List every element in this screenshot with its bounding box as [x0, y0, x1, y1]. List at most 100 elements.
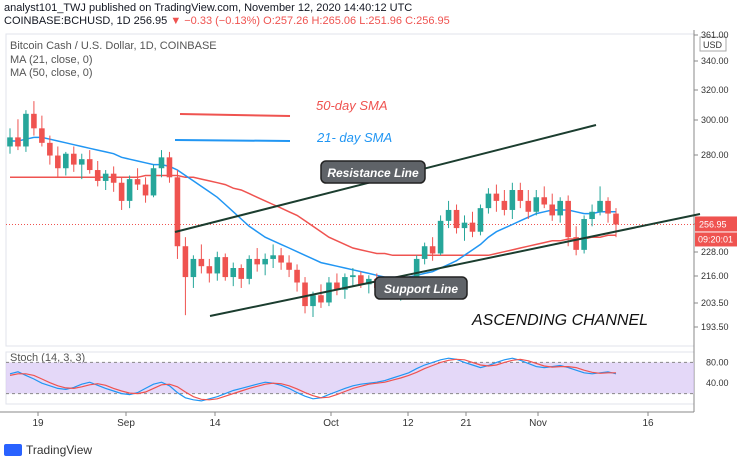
- candle-body: [63, 153, 69, 169]
- candle-body: [366, 278, 372, 285]
- candle-body: [118, 182, 125, 201]
- candle-body: [262, 258, 268, 265]
- last-price-tag: [695, 216, 737, 232]
- price-tick-label: 320.00: [701, 85, 729, 95]
- candle-body: [190, 258, 197, 278]
- candle-body: [445, 209, 452, 221]
- candle-body: [421, 246, 428, 259]
- candle-body: [222, 257, 229, 278]
- candle-body: [429, 246, 436, 254]
- candle-body: [286, 262, 292, 270]
- candle-body: [342, 277, 348, 290]
- support-line: [209, 213, 701, 317]
- candle-body: [413, 258, 420, 283]
- last-price: 256.95: [133, 15, 168, 27]
- candle-body: [166, 157, 173, 178]
- time-tick-label: 16: [642, 418, 654, 429]
- time-tick-label: 14: [209, 418, 221, 429]
- price-tick-label: 228.00: [701, 247, 729, 257]
- candle-body: [541, 197, 548, 205]
- candle-body: [573, 237, 579, 250]
- price-change: ▼ −0.33 (−0.13%): [170, 15, 261, 27]
- candle-body: [134, 179, 141, 185]
- candle-body: [94, 170, 101, 181]
- stoch-tick-label: 80.00: [706, 357, 729, 367]
- candle-body: [517, 190, 524, 201]
- candle-body: [501, 200, 508, 210]
- candle-body: [358, 275, 364, 285]
- publisher-line: analyst101_TWJ published on TradingView.…: [4, 2, 412, 14]
- candle-body: [246, 258, 252, 279]
- candle-body: [461, 222, 468, 229]
- candle-body: [142, 184, 149, 196]
- candle-body: [549, 204, 556, 216]
- candle-body: [206, 266, 213, 274]
- candle-body: [158, 157, 165, 169]
- tradingview-label: TradingView: [26, 443, 93, 457]
- candle-body: [581, 219, 587, 250]
- candle-body: [238, 268, 245, 279]
- usd-unit-box: [699, 36, 727, 52]
- candle-body: [150, 168, 157, 196]
- candle-body: [47, 142, 53, 156]
- publisher-text: analyst101_TWJ published on TradingView.…: [4, 2, 413, 14]
- symbol-line: COINBASE:BCHUSD, 1D 256.95 ▼ −0.33 (−0.1…: [4, 15, 450, 27]
- price-tick-label: 203.50: [701, 298, 729, 308]
- candle-body: [302, 282, 308, 307]
- price-tick-label: 216.00: [701, 271, 729, 281]
- candle-body: [350, 275, 356, 278]
- candle-body: [78, 159, 85, 165]
- ma50-legend[interactable]: MA (50, close, 0): [10, 67, 93, 79]
- last-price-tag-label: 256.95: [699, 219, 727, 229]
- countdown-tag: [695, 232, 737, 247]
- sma21-annotation-line: [174, 139, 291, 142]
- candle-body: [437, 220, 444, 254]
- candle-body: [310, 295, 316, 307]
- candle-body: [453, 209, 460, 229]
- resistance-callout-label: Resistance Line: [327, 166, 419, 180]
- time-tick-label: Sep: [117, 418, 135, 429]
- resistance-callout-box: [320, 160, 426, 184]
- low-value: L:251.96: [359, 15, 403, 27]
- candle-body: [485, 193, 492, 209]
- candle-body: [39, 128, 45, 143]
- ma21-legend[interactable]: MA (21, close, 0): [10, 54, 93, 66]
- candle-body: [86, 159, 93, 171]
- candle-body: [278, 255, 284, 263]
- candle-body: [605, 200, 611, 214]
- candle-body: [469, 222, 476, 232]
- candle-body: [525, 200, 532, 212]
- usd-unit-label: USD: [703, 40, 723, 50]
- price-tick-label: 340.00: [701, 56, 729, 66]
- stoch-legend[interactable]: Stoch (14, 3, 3): [10, 352, 86, 364]
- candle-body: [182, 246, 189, 278]
- time-tick-label: 21: [460, 418, 472, 429]
- time-tick-label: Nov: [529, 418, 547, 429]
- candle-body: [509, 190, 516, 210]
- stoch-d-line: [9, 358, 616, 401]
- high-value: H:265.06: [311, 15, 357, 27]
- stoch-tick-label: 40.00: [706, 378, 729, 388]
- chart-title: Bitcoin Cash / U.S. Dollar, 1D, COINBASE: [10, 40, 217, 52]
- ma50-line: [10, 174, 616, 257]
- close-value: C:256.95: [405, 15, 450, 27]
- candle-body: [597, 200, 603, 212]
- candle-body: [318, 295, 324, 303]
- sma50-annotation-label: 50-day SMA: [316, 98, 388, 113]
- ascending-channel-label: ASCENDING CHANNEL: [471, 312, 648, 329]
- price-tick-label: 280.00: [701, 150, 729, 160]
- candle-body: [55, 155, 61, 169]
- candle-body: [493, 193, 500, 201]
- support-callout-label: Support Line: [384, 282, 458, 296]
- price-tick-label: 361.00: [701, 30, 729, 40]
- support-callout-box: [374, 276, 468, 300]
- candle-body: [565, 200, 571, 238]
- candle-body: [326, 282, 332, 303]
- tradingview-logo[interactable]: TradingView: [4, 443, 92, 457]
- candle-body: [270, 255, 276, 259]
- ma21-line: [10, 136, 616, 278]
- sma50-annotation-line: [179, 113, 291, 117]
- candle-body: [102, 173, 109, 181]
